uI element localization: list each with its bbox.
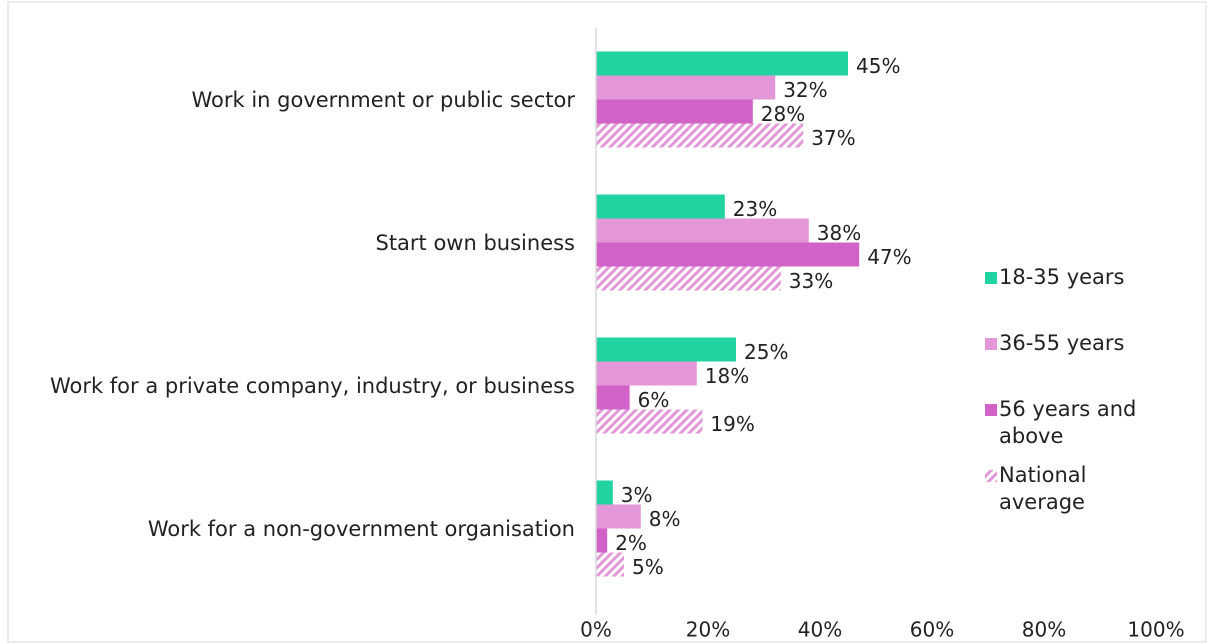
data-label: 5%	[632, 555, 664, 579]
y-tick-label-box: Work in government or public sector	[191, 87, 575, 112]
legend-label-box: 56 years and above	[999, 397, 1137, 448]
bar	[596, 51, 848, 76]
data-label: 37%	[811, 126, 855, 150]
bar	[596, 337, 736, 362]
legend-label-box: 36-55 years	[999, 331, 1125, 355]
legend-label: 18-35 years	[999, 265, 1125, 289]
bar	[596, 123, 804, 148]
bar	[596, 480, 613, 505]
data-label: 6%	[638, 388, 670, 412]
legend-label: 56 years and above	[999, 397, 1137, 448]
data-label: 33%	[789, 269, 833, 293]
x-tick-label: 80%	[1022, 618, 1066, 642]
data-label: 18%	[705, 364, 749, 388]
data-label: 3%	[621, 483, 653, 507]
bar	[596, 75, 776, 100]
data-label: 23%	[733, 197, 777, 221]
bar	[596, 266, 781, 291]
bar	[596, 242, 860, 267]
y-tick-label: Work for a private company, industry, or…	[49, 373, 575, 398]
legend-marker	[985, 470, 997, 482]
data-label: 28%	[761, 102, 805, 126]
data-label: 19%	[710, 412, 754, 436]
bar	[596, 361, 697, 386]
bar	[596, 504, 641, 529]
legend-marker	[985, 338, 997, 350]
y-tick-label: Work for a non-government organisation	[147, 516, 575, 541]
x-tick-label: 20%	[686, 618, 730, 642]
bar	[596, 99, 753, 124]
bar	[596, 385, 630, 410]
chart-border	[7, 1, 1207, 643]
y-tick-label: Work in government or public sector	[191, 87, 575, 112]
data-label: 2%	[615, 531, 647, 555]
y-tick-label-box: Work for a private company, industry, or…	[49, 373, 575, 398]
x-tick-label: 60%	[910, 618, 954, 642]
x-tick-label: 40%	[798, 618, 842, 642]
legend-label: 36-55 years	[999, 331, 1125, 355]
bar	[596, 552, 624, 577]
bar	[596, 194, 725, 219]
data-label: 38%	[817, 221, 861, 245]
x-tick-label: 0%	[580, 618, 612, 642]
legend-marker	[985, 404, 997, 416]
data-label: 25%	[744, 340, 788, 364]
data-label: 8%	[649, 507, 681, 531]
data-label: 47%	[867, 245, 911, 269]
legend-label: National average	[999, 463, 1087, 514]
y-tick-label-box: Start own business	[375, 230, 575, 255]
bar	[596, 409, 703, 434]
legend-label-box: 18-35 years	[999, 265, 1125, 289]
bar	[596, 218, 809, 243]
y-tick-label: Start own business	[375, 230, 575, 255]
legend-marker	[985, 272, 997, 284]
y-tick-label-box: Work for a non-government organisation	[147, 516, 575, 541]
legend-label-box: National average	[999, 463, 1087, 514]
x-tick-label: 100%	[1127, 618, 1184, 642]
data-label: 45%	[856, 54, 900, 78]
bar	[596, 528, 608, 553]
data-label: 32%	[783, 78, 827, 102]
